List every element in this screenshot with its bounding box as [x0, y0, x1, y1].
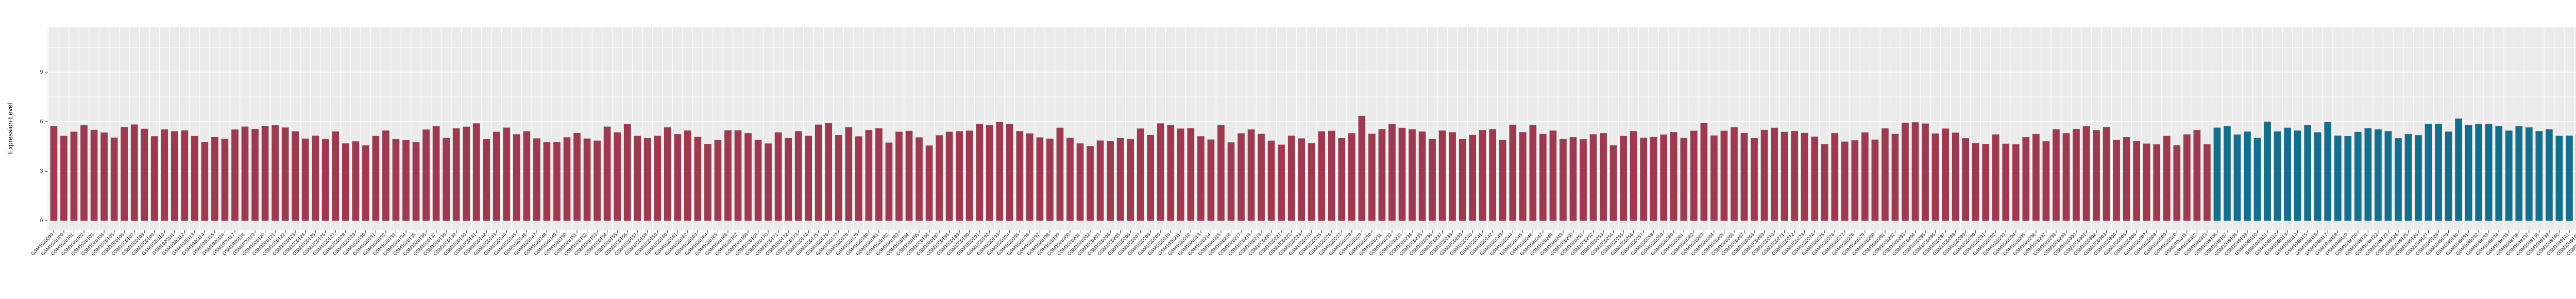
- svg-text:0: 0: [40, 218, 43, 224]
- svg-text:6: 6: [40, 119, 43, 125]
- svg-text:3: 3: [40, 168, 43, 174]
- svg-text:9: 9: [40, 69, 43, 75]
- svg-text:Expression Level: Expression Level: [6, 103, 14, 154]
